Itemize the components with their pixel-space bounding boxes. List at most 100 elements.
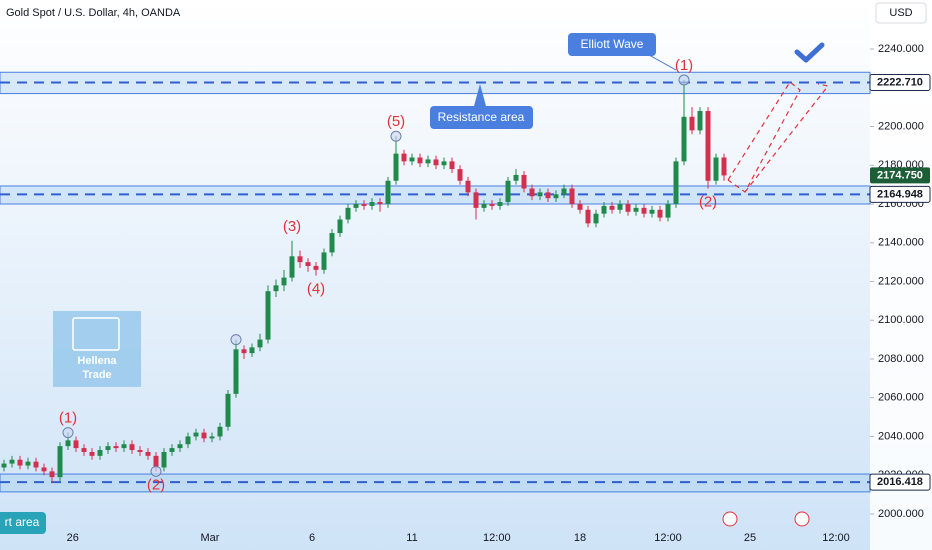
candle-body (113, 446, 119, 449)
candle-body (241, 349, 247, 354)
candle-body (89, 451, 95, 456)
wave-label: (3) (283, 218, 301, 235)
candle-body (361, 203, 367, 206)
candle-body (17, 459, 23, 466)
price-tag (870, 167, 930, 184)
candle-body (273, 285, 279, 292)
y-tick-label: 2120.000 (878, 275, 924, 287)
candle-body (337, 219, 343, 234)
candle-body (385, 180, 391, 204)
currency-button[interactable] (875, 2, 927, 24)
candle-body (665, 203, 671, 218)
wave-label: (2) (699, 193, 717, 210)
candle-body (313, 265, 319, 270)
y-tick-label: 2000.000 (878, 508, 924, 520)
level-label: 2016.418 (877, 476, 923, 488)
candle-body (233, 349, 239, 394)
candle-body (1, 463, 7, 468)
candle-body (345, 207, 351, 220)
candle-body (289, 256, 295, 278)
callout-pointer (474, 84, 486, 106)
wave-marker (678, 74, 690, 86)
level-tag (869, 185, 931, 203)
candle-body (593, 213, 599, 224)
event-icon[interactable] (794, 511, 810, 527)
x-tick-label: 18 (574, 532, 586, 544)
candle-body (553, 194, 559, 199)
level-label: 2222.710 (877, 76, 923, 88)
callout-box (568, 33, 656, 56)
candle-body (377, 202, 383, 204)
candle-body (65, 440, 71, 447)
watermark-box (53, 311, 141, 387)
candle-body (121, 444, 127, 449)
x-tick-label: 12:00 (654, 532, 682, 544)
candle-body (105, 446, 111, 451)
x-tick-label: 11 (406, 532, 417, 544)
candle-body (489, 203, 495, 206)
candle-body (209, 436, 215, 439)
candle-body (169, 448, 175, 452)
candle-body (201, 432, 207, 439)
y-tick-label: 2040.000 (878, 430, 924, 442)
x-tick-label: 12:00 (483, 532, 511, 544)
level-tag (869, 473, 931, 491)
event-icon[interactable] (722, 511, 738, 527)
candle-body (537, 192, 543, 197)
candle-body (577, 203, 583, 210)
x-tick-label: 12:00 (822, 532, 850, 544)
chart-title: Gold Spot / U.S. Dollar, 4h, OANDA (6, 7, 181, 19)
candle-body (97, 450, 103, 456)
candle-body (689, 116, 695, 131)
wave-label: (1) (675, 57, 693, 74)
x-tick-label: Mar (201, 532, 220, 544)
x-tick-label: 26 (67, 532, 79, 544)
candle-body (521, 174, 527, 189)
candle-body (137, 450, 143, 452)
x-tick-label: 6 (309, 532, 315, 544)
candle-body (433, 159, 439, 166)
candle-body (673, 161, 679, 204)
callout-box (0, 512, 46, 534)
candle-body (545, 192, 551, 199)
wave-marker (390, 130, 402, 142)
candle-body (529, 188, 535, 197)
candle-body (225, 393, 231, 427)
candle-body (369, 202, 375, 206)
currency[interactable]: USD (889, 7, 912, 19)
candle-body (265, 291, 271, 340)
wave-marker (230, 334, 242, 346)
callout-box (430, 106, 533, 129)
candle-body (465, 180, 471, 193)
wave-label: (4) (307, 281, 325, 298)
checkmark (794, 42, 825, 63)
candle-body (145, 451, 151, 456)
candle-body (449, 161, 455, 170)
y-tick-label: 2240.000 (878, 43, 924, 55)
callout-text: rt area (5, 515, 40, 529)
candle-body (513, 174, 519, 181)
candle-body (705, 111, 711, 181)
candle-body (41, 467, 47, 472)
candle-body (185, 436, 191, 445)
candle-body (409, 157, 415, 162)
price-label: 2174.750 (877, 169, 923, 181)
candle-body (473, 192, 479, 208)
wave-marker (150, 465, 162, 477)
candle-body (217, 426, 223, 437)
candle-body (721, 157, 727, 176)
candle-body (633, 207, 639, 212)
candle-body (641, 207, 647, 214)
wave-label: (2) (147, 476, 165, 493)
watermark-text: Trade (82, 369, 111, 381)
candle-body (497, 202, 503, 206)
candle-body (305, 262, 311, 266)
x-tick-label: 25 (744, 532, 756, 544)
candle-body (585, 209, 591, 224)
candle-body (625, 203, 631, 212)
candle-body (281, 277, 287, 286)
callout-text: Resistance area (438, 110, 525, 124)
level-label: 2164.948 (877, 188, 923, 200)
candle-body (441, 161, 447, 166)
candle-body (393, 153, 399, 181)
